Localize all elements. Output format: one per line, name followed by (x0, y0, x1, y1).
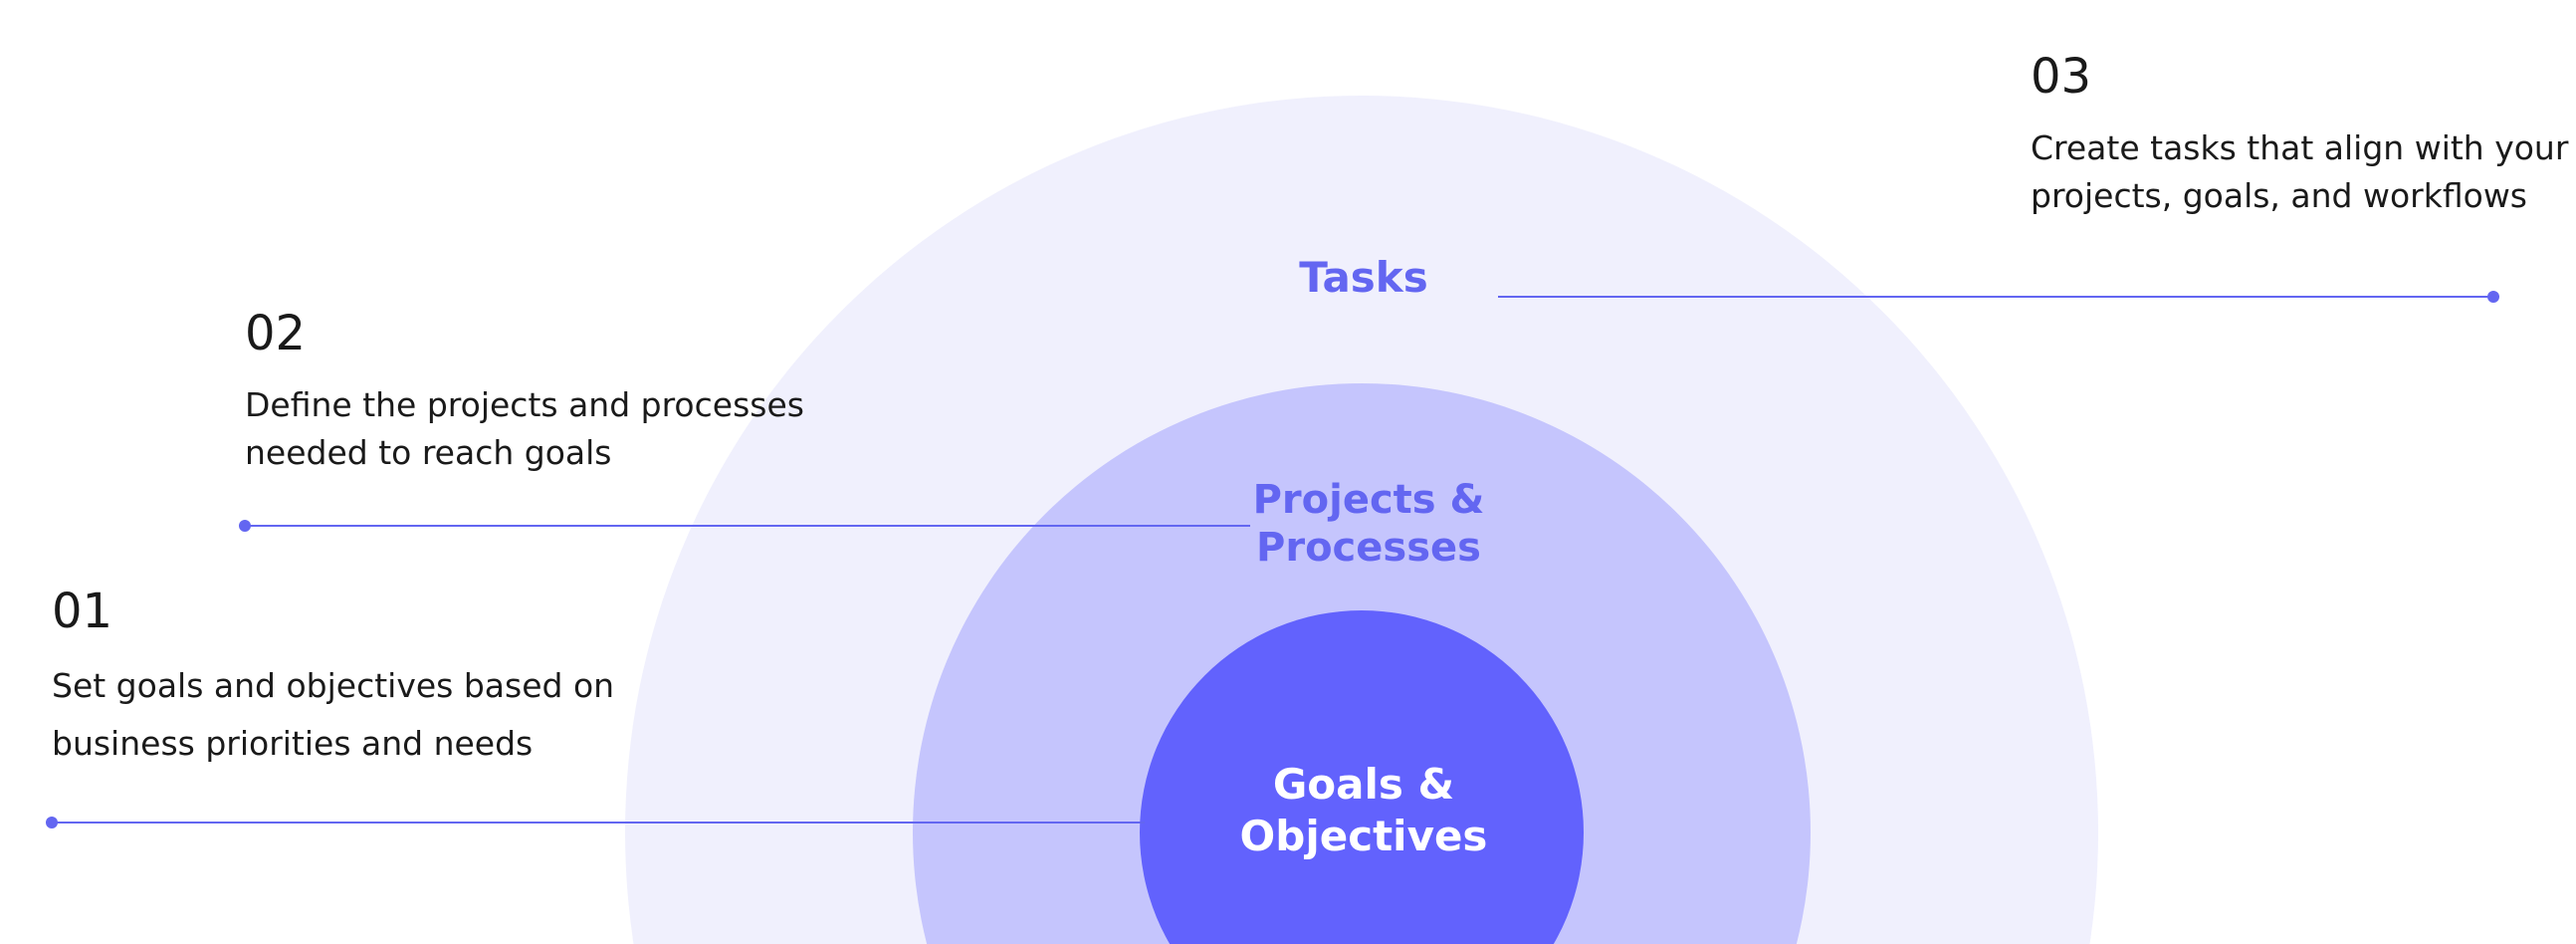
connector-dot-03 (2487, 291, 2499, 303)
connector-dot-01 (46, 817, 58, 828)
ring-label-tasks: Tasks (1299, 253, 1428, 302)
step-02-block: 02 Define the projects and processes nee… (245, 304, 862, 477)
inner-circle-goals (1140, 610, 1584, 944)
step-description: Create tasks that align with your projec… (2031, 128, 2569, 215)
step-number: 03 (2031, 49, 2092, 105)
connector-dot-02 (239, 520, 251, 532)
ring-label-projects: Projects & Processes (1252, 477, 1485, 571)
step-number: 01 (52, 584, 113, 639)
step-number: 02 (245, 306, 307, 361)
step-description: Define the projects and processes needed… (245, 385, 804, 472)
ring-label-goals: Goals & Objectives (1239, 760, 1488, 860)
step-03-block: 03 Create tasks that align with your pro… (2031, 47, 2573, 220)
step-description: Set goals and objectives based on busine… (52, 666, 615, 763)
step-01-block: 01 Set goals and objectives based on bus… (52, 582, 669, 773)
